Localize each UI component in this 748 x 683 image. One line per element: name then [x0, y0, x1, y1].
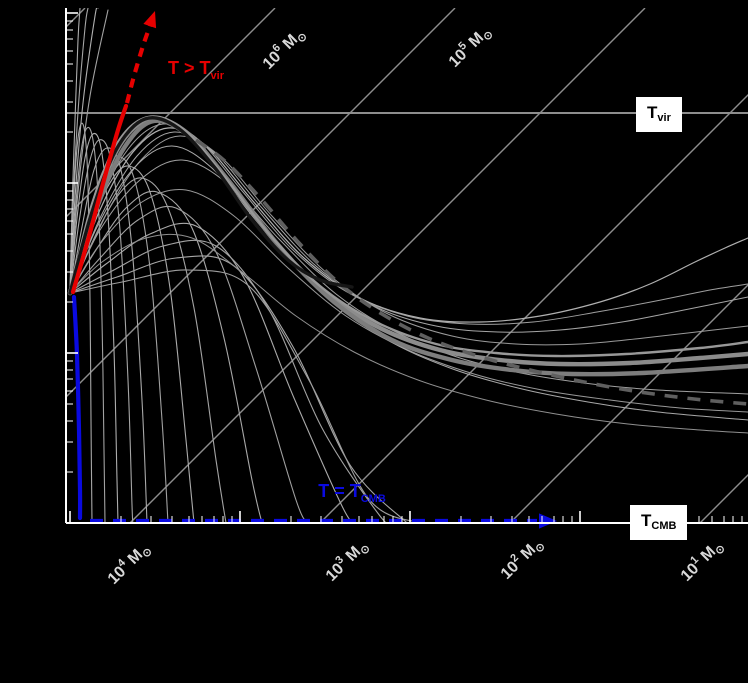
track-mean-track-dashed: [194, 138, 748, 406]
track-relic-track-5: [69, 188, 748, 413]
track-arch-track-3: [69, 133, 119, 523]
tvir-label-sub: vir: [657, 112, 671, 124]
annotation-arrows: T > Tvir T = TCMB: [70, 11, 557, 529]
track-arch-track-9: [69, 190, 263, 523]
track-highlighted-track: [68, 115, 354, 295]
cmb_branch-label: T = TCMB: [318, 481, 386, 505]
gas-tracks: [67, 8, 748, 523]
tcmb-label-box: TCMB: [630, 505, 688, 540]
track-relic-track-6: [69, 233, 748, 434]
track-arch-track-2: [69, 126, 106, 523]
tvir-label-box: Tvir: [636, 97, 682, 132]
hot_branch-label: T > Tvir: [168, 58, 225, 82]
track-band-track-2: [67, 118, 748, 377]
plot-area: [66, 8, 748, 523]
arrow-head-icon: [539, 513, 557, 529]
track-arch-track-13: [69, 255, 408, 523]
mass-contour-line: [319, 94, 748, 523]
track-relic-track-3: [69, 135, 748, 346]
jeans-mass-lines: [66, 8, 748, 523]
track-arch-track-8: [69, 177, 227, 523]
tvir-label: T: [647, 103, 658, 122]
track-arch-track-11: [69, 222, 359, 523]
track-rise-track-2: [69, 8, 89, 294]
mass-contour-line: [509, 284, 748, 523]
arrow-head-icon: [143, 11, 157, 29]
mass-contour-line: [66, 8, 276, 218]
track-arch-track-14: [69, 269, 420, 523]
track-relic-track-2: [69, 131, 748, 333]
track-rise-track-4: [69, 9, 109, 294]
mass-contour-line: [129, 8, 646, 523]
mass-contour-line: [66, 8, 456, 398]
cmb_branch-solid: [71, 294, 83, 521]
tcmb-label-sub: CMB: [651, 520, 677, 532]
track-band-track-3: [68, 115, 748, 358]
track-arch-track-5: [69, 147, 148, 523]
track-rise-track-3: [69, 8, 99, 294]
track-relic-track-4: [69, 159, 748, 395]
hot_branch-solid: [70, 103, 129, 295]
track-relic-track-1: [69, 127, 748, 323]
tcmb-label: T: [641, 511, 652, 530]
